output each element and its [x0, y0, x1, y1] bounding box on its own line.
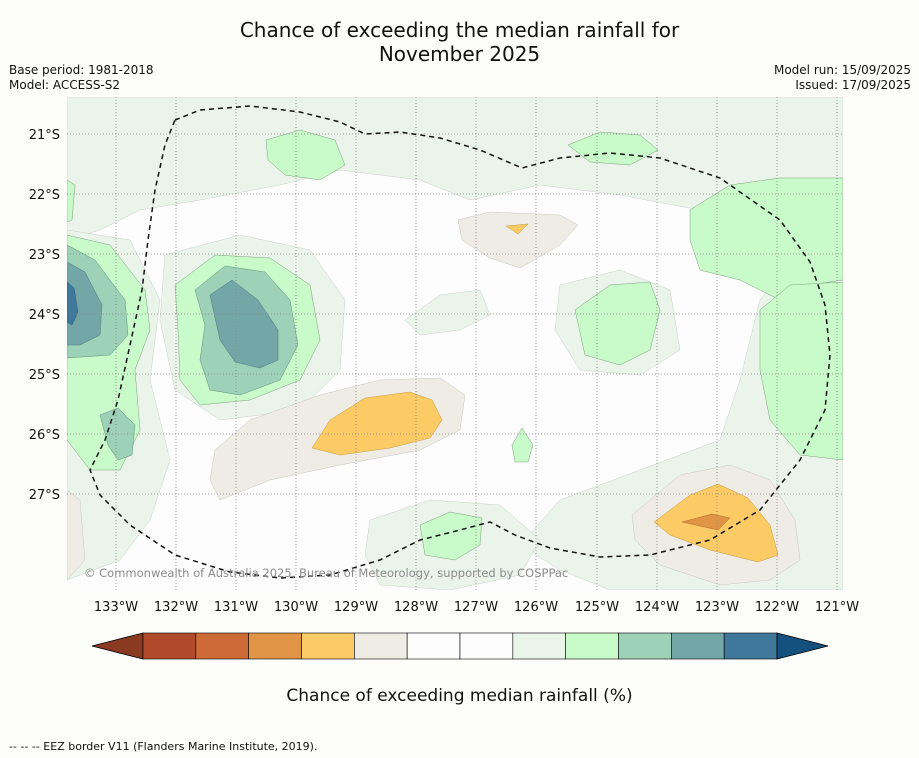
lat-label: 25°S	[29, 368, 60, 383]
meta-left: Base period: 1981-2018 Model: ACCESS-S2	[9, 63, 154, 93]
colorbar-segment	[301, 632, 355, 660]
lat-label: 27°S	[29, 488, 60, 503]
lat-label: 24°S	[29, 308, 60, 323]
band-60-65-north	[265, 129, 346, 181]
lat-label: 21°S	[29, 128, 60, 143]
colorbar-segment	[142, 632, 197, 660]
band-35-40-center	[311, 391, 443, 456]
model-name: Model: ACCESS-S2	[9, 78, 121, 92]
colorbar: 20253035404550556065707580	[91, 632, 829, 660]
title-line-1: Chance of exceeding the median rainfall …	[239, 18, 680, 42]
colorbar-over-arrow	[776, 632, 829, 660]
footer-note: -- -- -- EEZ border V11 (Flanders Marine…	[9, 740, 318, 753]
band-60-65-small	[511, 427, 534, 463]
colorbar-segment	[406, 632, 461, 660]
colorbar-segment	[618, 632, 672, 660]
colorbar-under-arrow	[91, 632, 144, 660]
band-30-35-southeast	[681, 513, 731, 531]
band-75-80-west	[67, 281, 79, 326]
colorbar-segment	[459, 632, 514, 660]
band-70-75-west	[67, 261, 103, 346]
colorbar-segment	[565, 632, 619, 660]
issued-date: Issued: 17/09/2025	[795, 78, 911, 92]
lon-label: 124°W	[635, 600, 679, 615]
colorbar-segment	[354, 632, 408, 660]
band-60-65-northeast	[567, 131, 659, 166]
colorbar-segment	[248, 632, 302, 660]
lon-label: 130°W	[274, 600, 318, 615]
base-period: Base period: 1981-2018	[9, 63, 154, 77]
lon-labels: 133°W 132°W 131°W 130°W 129°W 128°W 127°…	[94, 600, 859, 615]
map-title: Chance of exceeding the median rainfall …	[0, 18, 919, 66]
lon-label: 129°W	[334, 600, 378, 615]
band-60-65-west-top	[67, 179, 76, 223]
lon-label: 127°W	[454, 600, 498, 615]
lat-label: 23°S	[29, 248, 60, 263]
lat-label: 26°S	[29, 428, 60, 443]
lon-label: 123°W	[695, 600, 739, 615]
lon-label: 126°W	[514, 600, 558, 615]
lat-label: 22°S	[29, 188, 60, 203]
lon-label: 121°W	[815, 600, 859, 615]
meta-right: Model run: 15/09/2025 Issued: 17/09/2025	[774, 63, 911, 93]
band-60-65-east-low	[759, 281, 843, 461]
colorbar-segment	[195, 632, 249, 660]
lat-labels: 21°S 22°S 23°S 24°S 25°S 26°S 27°S	[29, 128, 60, 503]
band-40-45-southwest	[67, 489, 86, 581]
band-70-75-west-mid	[209, 279, 279, 369]
band-40-45-north	[457, 211, 579, 269]
lon-label: 133°W	[94, 600, 138, 615]
band-65-70-west-low	[99, 407, 136, 461]
lon-label: 122°W	[755, 600, 799, 615]
colorbar-segment	[671, 632, 725, 660]
lon-label: 125°W	[575, 600, 619, 615]
band-55-60-center-small	[404, 289, 491, 336]
colorbar-segment	[512, 632, 566, 660]
copyright-text: © Commonwealth of Australia 2025, Bureau…	[84, 566, 568, 580]
lon-label: 128°W	[394, 600, 438, 615]
model-run: Model run: 15/09/2025	[773, 63, 911, 77]
band-60-65-center-east	[574, 281, 661, 366]
lon-label: 132°W	[154, 600, 198, 615]
gridlines	[67, 97, 843, 590]
title-line-2: November 2025	[378, 42, 541, 66]
band-35-40-north	[505, 223, 529, 235]
colorbar-segment	[723, 632, 778, 660]
colorbar-label: Chance of exceeding median rainfall (%)	[286, 686, 633, 706]
band-60-65-south	[419, 511, 483, 561]
map-figure: © Commonwealth of Australia 2025, Bureau…	[29, 97, 859, 660]
lon-label: 131°W	[214, 600, 258, 615]
